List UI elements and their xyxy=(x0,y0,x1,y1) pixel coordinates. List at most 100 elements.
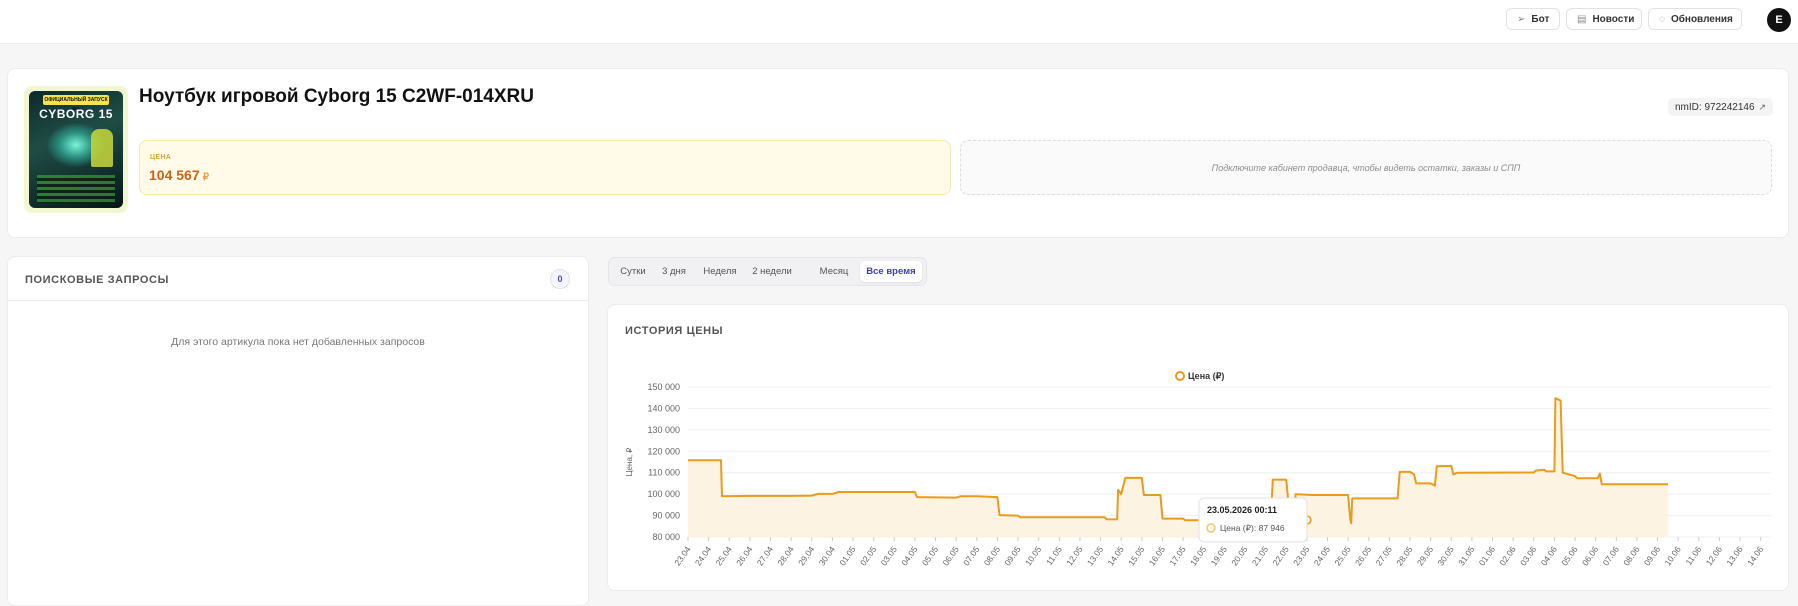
x-tick-label: 12.06 xyxy=(1704,544,1725,567)
tooltip-date: 23.05.2026 00:11 xyxy=(1207,505,1277,515)
product-image-art: ОФИЦИАЛЬНЫЙ ЗАПУСК РФ CYBORG 15 xyxy=(29,91,123,208)
y-tick-label: 150 000 xyxy=(647,382,680,392)
x-tick-label: 17.05 xyxy=(1167,544,1188,567)
y-tick-label: 120 000 xyxy=(647,446,680,456)
send-icon: ➢ xyxy=(1517,13,1526,25)
tab-all-time[interactable]: Все время xyxy=(860,261,922,282)
updates-button[interactable]: ◌ Обновления xyxy=(1648,8,1742,30)
price-currency: ₽ xyxy=(202,172,209,183)
period-tabs: Сутки 3 дня Неделя 2 недели Месяц Все вр… xyxy=(608,257,927,286)
price-value: 104 567 ₽ xyxy=(149,167,209,183)
x-tick-label: 10.06 xyxy=(1662,544,1683,567)
x-tick-label: 11.05 xyxy=(1044,544,1064,567)
tooltip-marker xyxy=(1206,523,1216,533)
tab-3-days[interactable]: 3 дня xyxy=(662,266,686,277)
tooltip-value: Цена (₽): 87 946 xyxy=(1220,523,1285,533)
product-image-footer xyxy=(37,175,115,203)
legend-label: Цена (₽) xyxy=(1188,371,1224,381)
connect-seller-hint: Подключите кабинет продавца, чтобы видет… xyxy=(960,140,1772,195)
price-history-title: ИСТОРИЯ ЦЕНЫ xyxy=(625,325,724,337)
y-axis-label: Цена, ₽ xyxy=(625,448,634,477)
y-tick-label: 100 000 xyxy=(647,489,680,499)
tab-2-weeks[interactable]: 2 недели xyxy=(752,266,792,277)
x-tick-label: 27.04 xyxy=(755,544,776,567)
search-queries-header: ПОИСКОВЫЕ ЗАПРОСЫ 0 xyxy=(8,257,588,301)
product-title: Ноутбук игровой Cyborg 15 C2WF-014XRU xyxy=(139,86,534,107)
x-tick-label: 15.05 xyxy=(1126,544,1147,567)
x-tick-label: 07.05 xyxy=(961,544,982,567)
x-tick-label: 01.05 xyxy=(837,544,858,567)
x-tick-label: 09.06 xyxy=(1642,544,1663,567)
product-image-tag: ОФИЦИАЛЬНЫЙ ЗАПУСК РФ xyxy=(43,95,109,113)
x-tick-label: 11.06 xyxy=(1683,544,1703,567)
search-queries-card: ПОИСКОВЫЕ ЗАПРОСЫ 0 Для этого артикула п… xyxy=(7,256,589,606)
product-image[interactable]: ОФИЦИАЛЬНЫЙ ЗАПУСК РФ CYBORG 15 xyxy=(24,86,128,213)
legend-marker xyxy=(1175,371,1185,381)
x-tick-label: 06.05 xyxy=(940,544,961,567)
x-tick-label: 21.05 xyxy=(1250,544,1271,567)
product-image-logo: CYBORG 15 xyxy=(39,107,113,121)
x-tick-label: 05.05 xyxy=(920,544,941,567)
x-tick-label: 10.05 xyxy=(1023,544,1044,567)
x-tick-label: 02.05 xyxy=(858,544,879,567)
x-tick-label: 30.04 xyxy=(817,544,838,567)
external-link-icon: ↗ xyxy=(1758,101,1767,112)
tooltip-box xyxy=(1198,497,1308,543)
x-tick-label: 31.05 xyxy=(1456,544,1477,567)
nmid-link[interactable]: nmID: 972242146 ↗ xyxy=(1668,98,1774,116)
price-box: ЦЕНА 104 567 ₽ xyxy=(139,140,951,195)
tab-week[interactable]: Неделя xyxy=(703,266,737,277)
price-label: ЦЕНА xyxy=(150,154,172,161)
price-history-card: ИСТОРИЯ ЦЕНЫ 80 000 90 000 100 000 110 000 1… xyxy=(607,304,1789,591)
y-tick-label: 110 000 xyxy=(648,468,680,478)
y-tick-label: 140 000 xyxy=(647,403,680,413)
x-tick-label: 16.05 xyxy=(1147,544,1168,567)
updates-button-label: Обновления xyxy=(1670,13,1733,25)
user-avatar[interactable]: E xyxy=(1767,8,1791,32)
tab-month[interactable]: Месяц xyxy=(819,266,849,277)
x-tick-label: 28.05 xyxy=(1394,544,1415,567)
x-tick-label: 27.05 xyxy=(1374,544,1395,567)
x-tick-label: 04.05 xyxy=(899,544,920,567)
top-bar: ➢ Бот ▤ Новости ◌ Обновления E xyxy=(0,0,1798,44)
x-tick-label: 23.04 xyxy=(672,544,693,567)
x-tick-label: 08.06 xyxy=(1621,544,1642,567)
x-tick-label: 23.05 xyxy=(1291,544,1312,567)
news-button[interactable]: ▤ Новости xyxy=(1566,8,1642,30)
x-tick-label: 05.06 xyxy=(1559,544,1580,567)
x-tick-label: 24.04 xyxy=(693,544,714,567)
x-tick-label: 18.05 xyxy=(1188,544,1209,567)
newspaper-icon: ▤ xyxy=(1577,13,1587,25)
x-tick-label: 13.05 xyxy=(1085,544,1106,567)
x-tick-label: 24.05 xyxy=(1312,544,1333,567)
y-tick-label: 130 000 xyxy=(647,425,680,435)
x-tick-label: 26.05 xyxy=(1353,544,1374,567)
x-tick-label: 26.04 xyxy=(734,544,755,567)
bot-button[interactable]: ➢ Бот xyxy=(1506,8,1560,30)
bot-button-label: Бот xyxy=(1531,13,1550,25)
x-tick-label: 25.04 xyxy=(713,544,734,567)
search-queries-title: ПОИСКОВЫЕ ЗАПРОСЫ xyxy=(25,274,169,286)
bell-icon: ◌ xyxy=(1659,13,1665,25)
x-tick-label: 29.04 xyxy=(796,544,817,567)
x-tick-label: 03.06 xyxy=(1518,544,1539,567)
x-tick-label: 29.05 xyxy=(1415,544,1436,567)
x-tick-label: 14.06 xyxy=(1745,544,1766,567)
series-area xyxy=(688,398,1668,537)
product-image-figure xyxy=(91,129,113,167)
x-tick-label: 06.06 xyxy=(1580,544,1601,567)
x-tick-label: 22.05 xyxy=(1270,544,1291,567)
y-tick-label: 80 000 xyxy=(652,532,680,542)
price-chart[interactable]: 80 000 90 000 100 000 110 000 120 000 130 000… xyxy=(608,305,1788,590)
y-tick-label: 90 000 xyxy=(652,511,680,521)
news-button-label: Новости xyxy=(1592,13,1635,25)
nmid-text: nmID: 972242146 xyxy=(1675,101,1755,113)
x-tick-label: 20.05 xyxy=(1229,544,1250,567)
tab-day[interactable]: Сутки xyxy=(620,266,646,277)
x-tick-label: 19.05 xyxy=(1209,544,1230,567)
x-tick-label: 14.05 xyxy=(1105,544,1126,567)
price-number: 104 567 xyxy=(149,167,200,183)
x-tick-label: 02.06 xyxy=(1497,544,1518,567)
x-tick-label: 28.04 xyxy=(775,544,796,567)
x-tick-label: 30.05 xyxy=(1435,544,1456,567)
